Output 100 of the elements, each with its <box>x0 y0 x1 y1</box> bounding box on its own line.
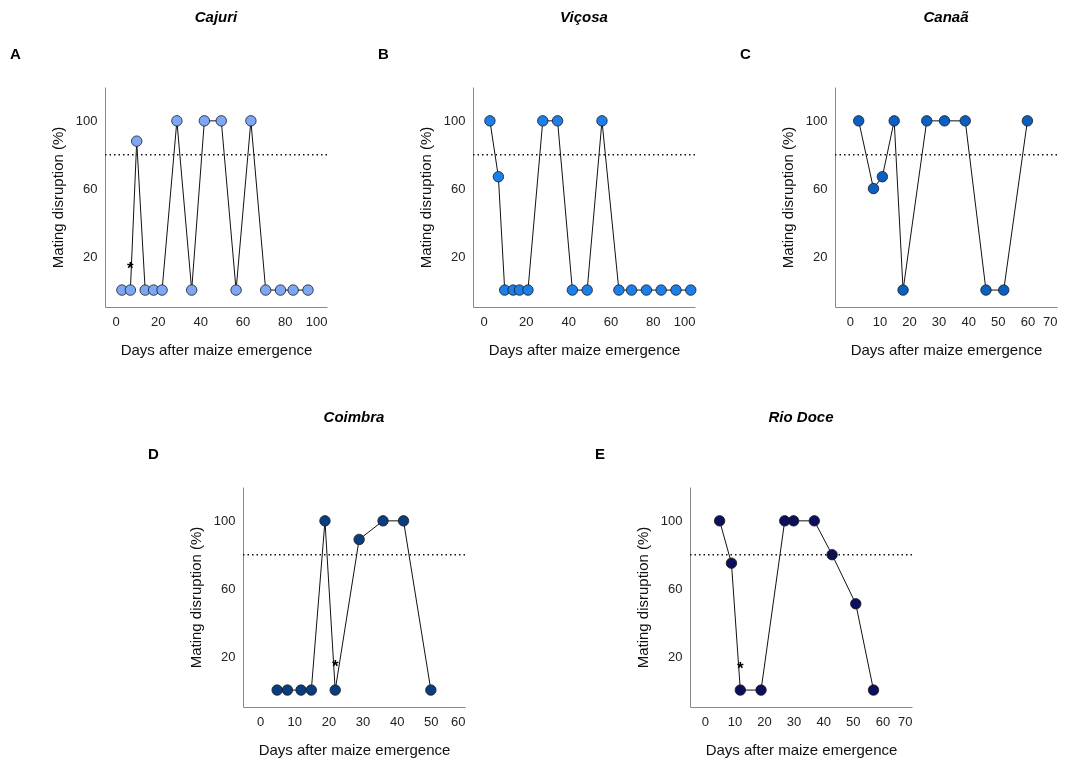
text: C <box>740 45 751 62</box>
point <box>755 684 767 696</box>
y-axis-title: Mating disruption (%) <box>416 126 434 269</box>
x-tick-label: 50 <box>424 713 439 729</box>
point <box>850 598 862 610</box>
y-tick-label: 60 <box>668 581 683 597</box>
point <box>353 533 365 546</box>
point <box>921 115 933 127</box>
x-tick-label: 70 <box>1043 313 1058 329</box>
point <box>522 284 534 296</box>
y-tick-label: 100 <box>660 513 683 529</box>
point <box>295 684 307 696</box>
y-tick-label: 60 <box>813 181 828 197</box>
x-axis-title: Days after maize emergence <box>488 340 681 358</box>
point <box>938 115 951 127</box>
x-tick-label: 20 <box>151 313 166 329</box>
point <box>245 115 257 127</box>
x-tick-label: 30 <box>355 713 371 729</box>
text: B <box>378 45 389 62</box>
point <box>156 284 168 296</box>
x-tick-label: 60 <box>603 313 619 329</box>
point <box>655 284 667 296</box>
x-tick-label: 10 <box>872 313 888 329</box>
point <box>980 284 992 296</box>
point <box>1021 115 1034 127</box>
x-tick-label: 20 <box>519 313 534 329</box>
point <box>171 115 183 127</box>
chart-title: Viçosa <box>560 8 608 25</box>
point <box>826 549 838 561</box>
point <box>329 684 341 696</box>
x-tick-label: 80 <box>645 313 661 329</box>
x-tick-label: 30 <box>931 313 947 329</box>
point <box>867 684 880 696</box>
x-axis-title: Days after maize emergence <box>705 740 898 758</box>
text: A <box>10 45 21 62</box>
point <box>779 515 791 527</box>
y-tick-label: 20 <box>451 248 466 264</box>
point <box>397 515 410 527</box>
y-tick-label: 60 <box>83 181 98 197</box>
y-tick-label: 100 <box>213 513 236 529</box>
x-tick-label: 40 <box>389 713 405 729</box>
chart-title: Cajuri <box>194 8 239 25</box>
point <box>725 557 738 569</box>
chart-title: Coimbra <box>323 408 385 425</box>
point <box>808 515 820 527</box>
chart-title: Rio Doce <box>768 408 834 425</box>
point <box>274 284 287 296</box>
x-tick-label: 20 <box>757 713 772 729</box>
x-tick-label: 80 <box>277 313 293 329</box>
y-tick-label: 60 <box>221 581 236 597</box>
point <box>613 284 625 296</box>
point <box>998 284 1010 296</box>
x-tick-label: 40 <box>961 313 976 329</box>
point <box>305 684 317 696</box>
x-tick-label: 40 <box>193 313 208 329</box>
point <box>685 284 697 296</box>
x-tick-label: 60 <box>1020 313 1036 329</box>
point <box>959 115 971 127</box>
x-tick-label: 40 <box>561 313 576 329</box>
y-tick-label: 100 <box>443 113 466 129</box>
point <box>287 284 299 296</box>
point <box>867 182 880 195</box>
x-tick-label: 20 <box>902 313 917 329</box>
point <box>319 515 331 527</box>
x-axis-title: Days after maize emergence <box>258 740 451 758</box>
point <box>230 284 242 296</box>
point <box>131 135 143 147</box>
point <box>566 284 579 296</box>
y-tick-label: 100 <box>805 113 828 129</box>
x-tick-label: 60 <box>875 713 891 729</box>
x-tick-label: 0 <box>256 713 265 729</box>
y-tick-label: 20 <box>668 648 683 664</box>
x-tick-label: 50 <box>846 713 861 729</box>
y-axis-title: Mating disruption (%) <box>633 526 651 669</box>
x-tick-label: 40 <box>816 713 831 729</box>
point <box>581 284 593 296</box>
x-tick-label: 10 <box>727 713 743 729</box>
point <box>271 684 283 696</box>
x-tick-label: 20 <box>321 713 337 729</box>
y-axis-title: Mating disruption (%) <box>778 126 796 269</box>
point <box>853 115 865 127</box>
text: E <box>595 445 606 462</box>
point <box>425 684 437 696</box>
point <box>186 284 198 296</box>
point <box>124 284 137 296</box>
point <box>888 115 900 127</box>
x-tick-label: 30 <box>786 713 802 729</box>
x-tick-label: 0 <box>480 313 488 329</box>
point <box>713 515 726 527</box>
x-tick-label: 0 <box>701 713 709 729</box>
x-tick-label: 10 <box>287 713 302 729</box>
point <box>302 284 314 296</box>
point <box>670 284 682 296</box>
point <box>625 284 638 296</box>
x-tick-label: 100 <box>305 313 328 329</box>
x-axis-title: Days after maize emergence <box>120 340 313 358</box>
point <box>551 115 564 127</box>
point <box>198 115 211 127</box>
point <box>281 684 294 696</box>
point <box>537 115 549 127</box>
